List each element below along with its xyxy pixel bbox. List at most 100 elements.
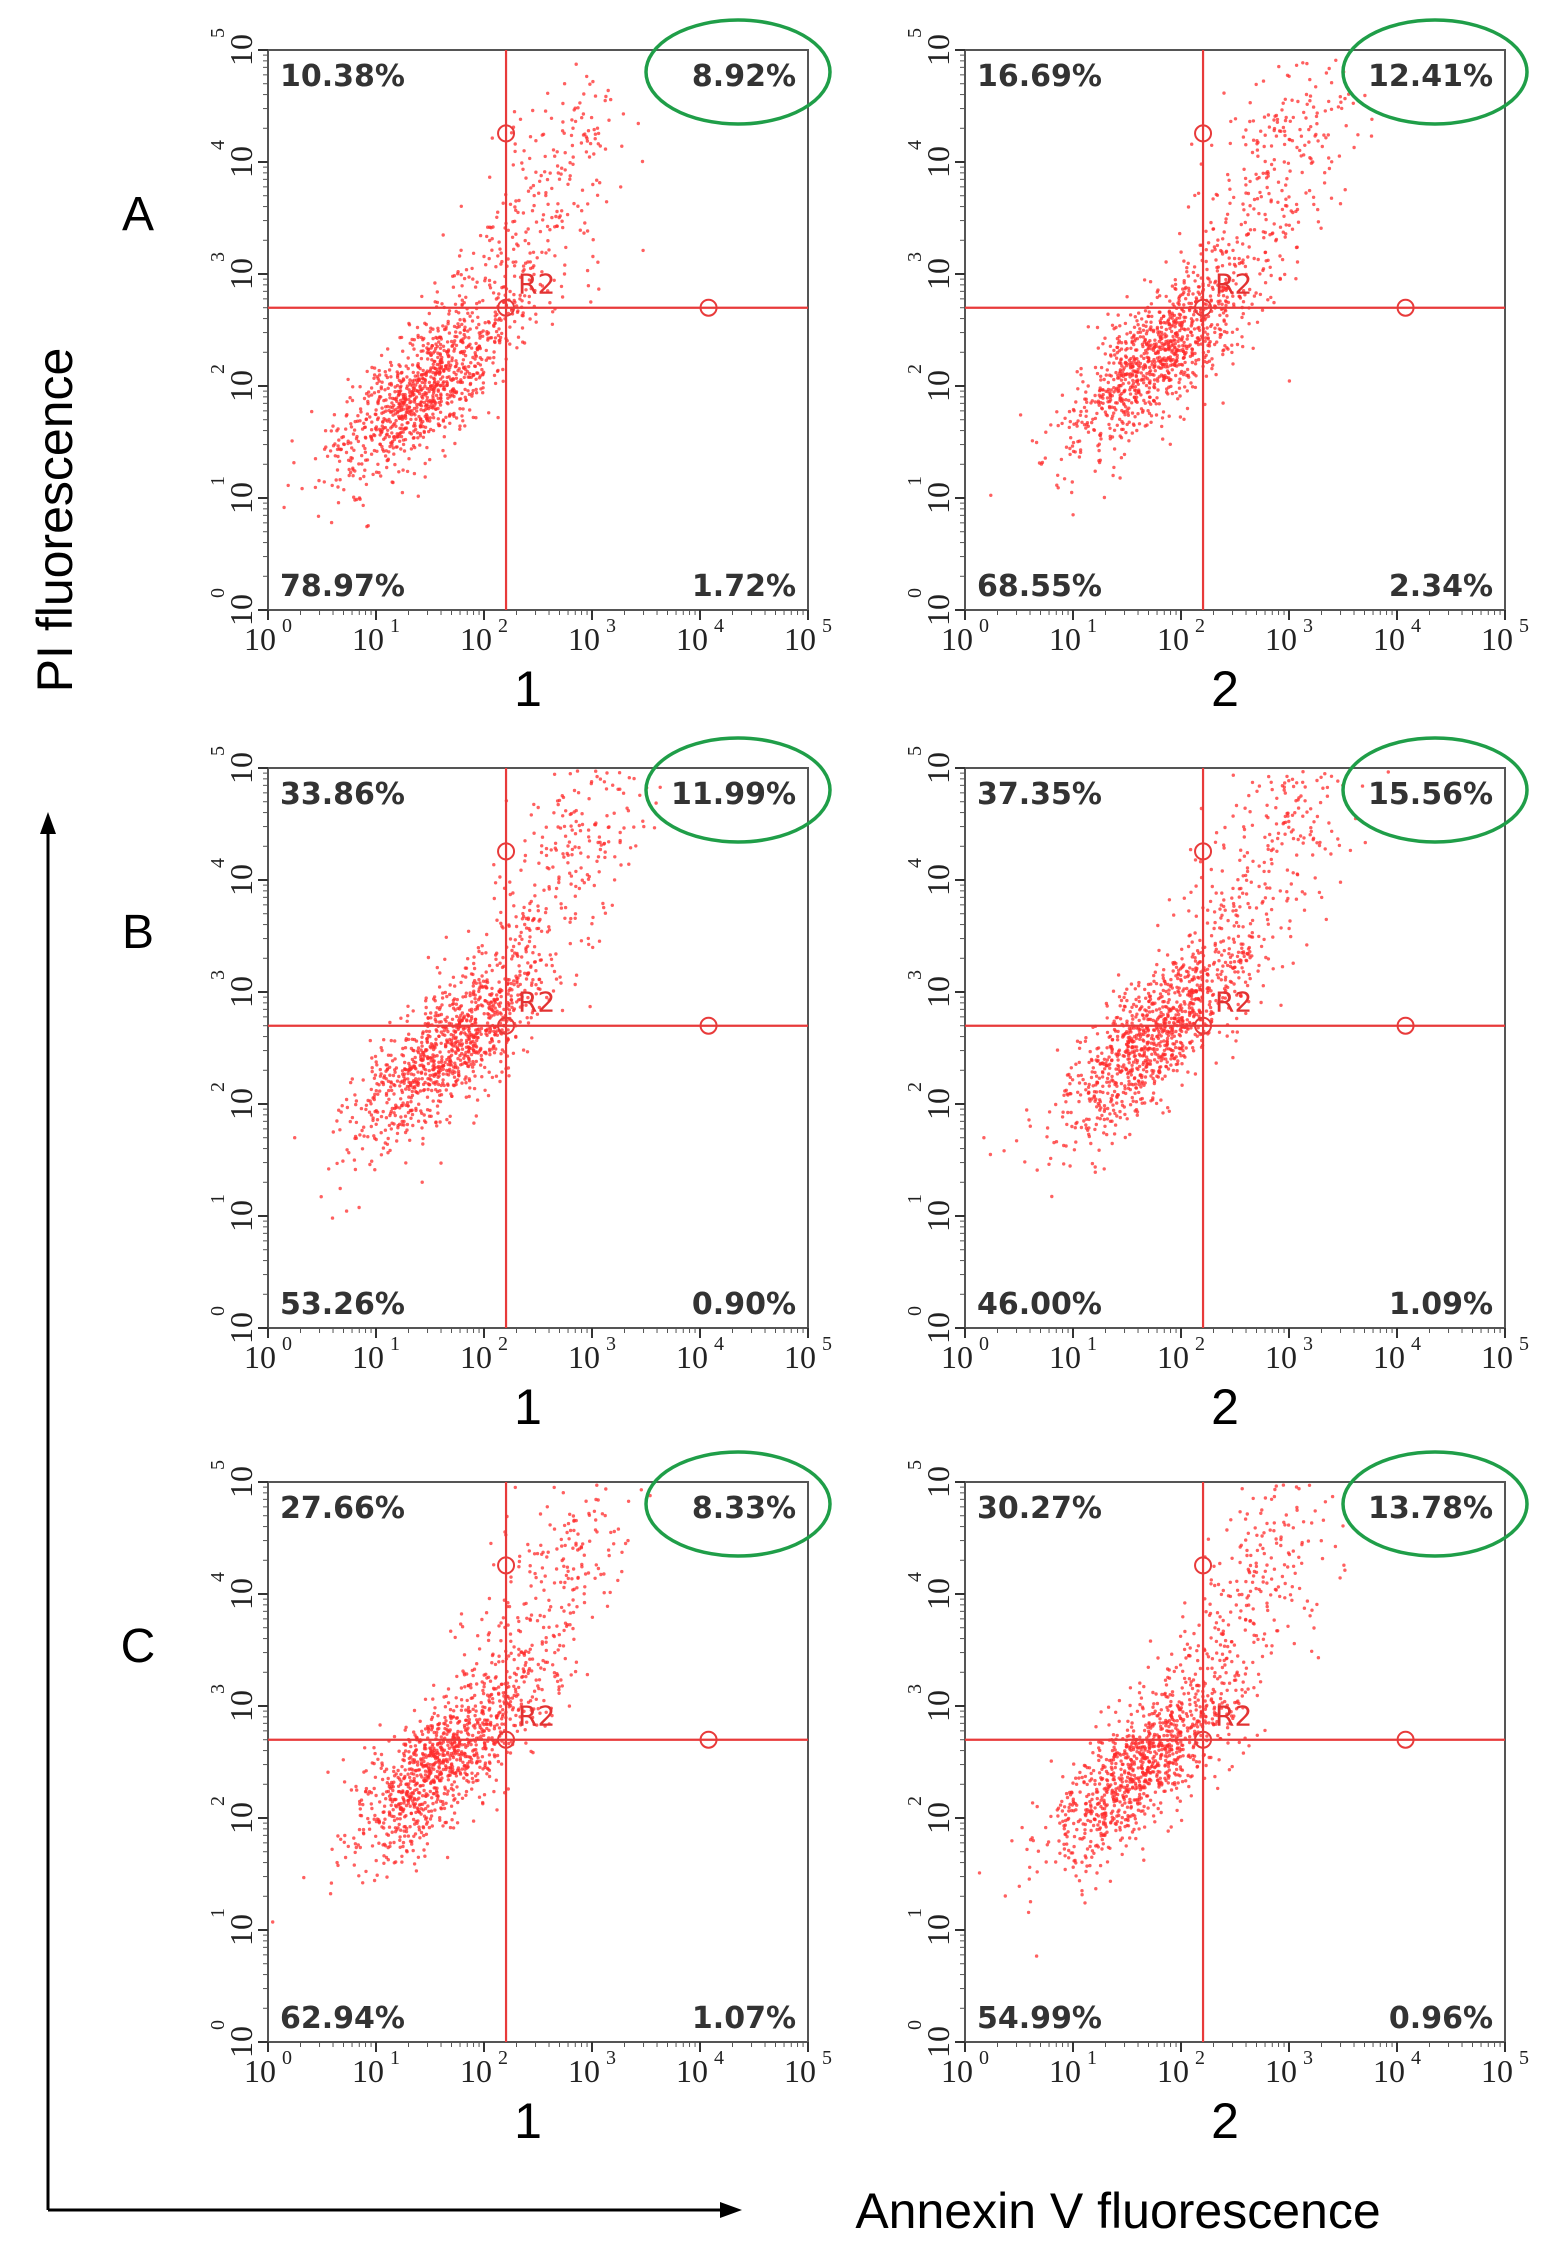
- scatter-point: [455, 335, 459, 339]
- scatter-point: [587, 797, 591, 801]
- gate-handle[interactable]: [1194, 298, 1213, 317]
- scatter-point: [474, 1050, 479, 1054]
- scatter-point: [1231, 773, 1236, 777]
- scatter-point: [490, 1037, 494, 1041]
- scatter-point: [1123, 1084, 1127, 1088]
- gate-handle[interactable]: [497, 1016, 516, 1035]
- scatter-point: [463, 424, 467, 428]
- scatter-point: [1074, 1140, 1078, 1144]
- quadrant-ul-percent: 10.38%: [280, 59, 405, 94]
- scatter-point: [363, 425, 367, 429]
- scatter-point: [1124, 430, 1128, 435]
- scatter-point: [470, 1065, 475, 1069]
- scatter-point: [1213, 342, 1217, 347]
- scatter-point: [602, 905, 606, 910]
- scatter-point: [408, 390, 412, 395]
- scatter-point: [388, 360, 393, 365]
- scatter-point: [532, 193, 536, 198]
- scatter-point: [457, 1007, 462, 1011]
- scatter-point: [369, 436, 374, 440]
- scatter-point: [1290, 139, 1295, 143]
- scatter-point: [1289, 934, 1293, 939]
- scatter-point: [403, 1077, 407, 1081]
- scatter-point: [1140, 342, 1145, 346]
- scatter-point: [573, 119, 578, 124]
- scatter-point: [508, 937, 513, 941]
- gate-handle[interactable]: [699, 1016, 718, 1035]
- scatter-point: [492, 373, 497, 378]
- scatter-point: [479, 1063, 483, 1067]
- gate-handle[interactable]: [497, 124, 516, 143]
- scatter-point: [455, 361, 459, 366]
- scatter-point: [1321, 786, 1325, 790]
- scatter-point: [420, 1044, 424, 1048]
- scatter-point: [399, 380, 403, 384]
- scatter-point: [1307, 188, 1312, 193]
- scatter-point: [439, 337, 443, 341]
- scatter-point: [421, 1050, 425, 1055]
- scatter-point: [482, 254, 486, 259]
- scatter-point: [1159, 347, 1163, 352]
- scatter-point: [448, 389, 453, 394]
- scatter-point: [512, 247, 516, 251]
- scatter-point: [481, 979, 486, 983]
- scatter-point: [399, 430, 403, 435]
- scatter-point: [1257, 864, 1261, 868]
- scatter-point: [1097, 1148, 1101, 1152]
- scatter-point: [1139, 371, 1144, 375]
- scatter-point: [1157, 948, 1161, 953]
- gate-handle[interactable]: [497, 842, 516, 861]
- scatter-point: [403, 397, 407, 401]
- scatter-point: [1197, 325, 1201, 330]
- scatter-point: [461, 995, 465, 999]
- scatter-point: [453, 302, 458, 306]
- scatter-point: [1107, 361, 1111, 365]
- scatter-point: [420, 396, 425, 400]
- scatter-point: [557, 798, 562, 803]
- scatter-point: [425, 1036, 429, 1041]
- scatter-point: [1329, 852, 1333, 856]
- scatter-point: [380, 430, 384, 434]
- gate-handle[interactable]: [497, 298, 516, 317]
- scatter-point: [354, 1102, 358, 1107]
- scatter-point: [1144, 996, 1148, 1000]
- scatter-point: [372, 1076, 377, 1081]
- scatter-point: [431, 1064, 435, 1068]
- scatter-point: [1136, 412, 1140, 416]
- scatter-point: [1272, 158, 1277, 162]
- gate-handle[interactable]: [699, 298, 718, 317]
- gate-handle[interactable]: [1194, 124, 1213, 143]
- scatter-point: [1193, 931, 1197, 935]
- scatter-point: [475, 1038, 479, 1043]
- scatter-point: [1099, 374, 1103, 378]
- gate-handle[interactable]: [1396, 298, 1415, 317]
- scatter-point: [484, 1050, 488, 1055]
- x-tick-label: 10: [1373, 621, 1405, 657]
- scatter-point: [380, 1080, 384, 1084]
- scatter-point: [1096, 1058, 1100, 1063]
- scatter-point: [1282, 788, 1286, 792]
- scatter-point: [1274, 822, 1279, 826]
- scatter-point: [1084, 1123, 1088, 1127]
- scatter-point: [544, 825, 548, 829]
- scatter-point: [464, 1050, 468, 1055]
- scatter-point: [571, 155, 575, 159]
- scatter-point: [1233, 264, 1238, 268]
- scatter-point: [1118, 417, 1122, 421]
- scatter-point: [560, 129, 565, 133]
- scatter-point: [398, 405, 402, 409]
- scatter-point: [489, 1000, 494, 1004]
- scatter-point: [402, 1072, 407, 1076]
- scatter-point: [490, 248, 494, 252]
- scatter-point: [474, 1114, 478, 1118]
- x-tick-exponent: 5: [822, 1333, 832, 1355]
- scatter-point: [1291, 784, 1296, 789]
- scatter-point: [1296, 220, 1301, 224]
- scatter-point: [533, 894, 537, 898]
- scatter-point: [545, 177, 550, 182]
- scatter-point: [1248, 204, 1252, 208]
- scatter-point: [1247, 245, 1251, 249]
- scatter-point: [1221, 289, 1225, 293]
- scatter-point: [1182, 279, 1186, 283]
